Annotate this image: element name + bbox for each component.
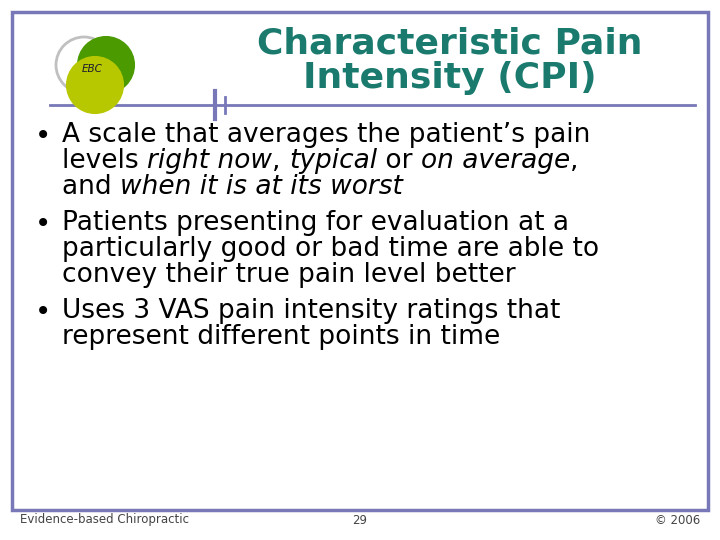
Text: particularly good or bad time are able to: particularly good or bad time are able t… [62,236,599,262]
Text: •: • [35,122,51,150]
Text: 29: 29 [353,514,367,526]
Circle shape [78,37,134,93]
Text: or: or [377,148,421,174]
Text: convey their true pain level better: convey their true pain level better [62,262,516,288]
Text: Characteristic Pain: Characteristic Pain [257,27,643,61]
Text: •: • [35,298,51,326]
Text: levels: levels [62,148,147,174]
Text: A scale that averages the patient’s pain: A scale that averages the patient’s pain [62,122,590,148]
Text: Evidence-based Chiropractic: Evidence-based Chiropractic [20,514,189,526]
Circle shape [67,57,123,113]
Text: typical: typical [289,148,377,174]
Text: when it is at its worst: when it is at its worst [120,174,403,200]
Text: represent different points in time: represent different points in time [62,324,500,350]
Text: Patients presenting for evaluation at a: Patients presenting for evaluation at a [62,210,569,236]
Text: Intensity (CPI): Intensity (CPI) [303,61,597,95]
Text: on average: on average [421,148,570,174]
Text: © 2006: © 2006 [654,514,700,526]
Text: •: • [35,210,51,238]
Text: Uses 3 VAS pain intensity ratings that: Uses 3 VAS pain intensity ratings that [62,298,560,324]
Text: ,: , [272,148,289,174]
FancyBboxPatch shape [12,12,708,510]
Text: ,: , [570,148,579,174]
Text: right now: right now [147,148,272,174]
Text: EBC: EBC [81,64,102,74]
Text: and: and [62,174,120,200]
